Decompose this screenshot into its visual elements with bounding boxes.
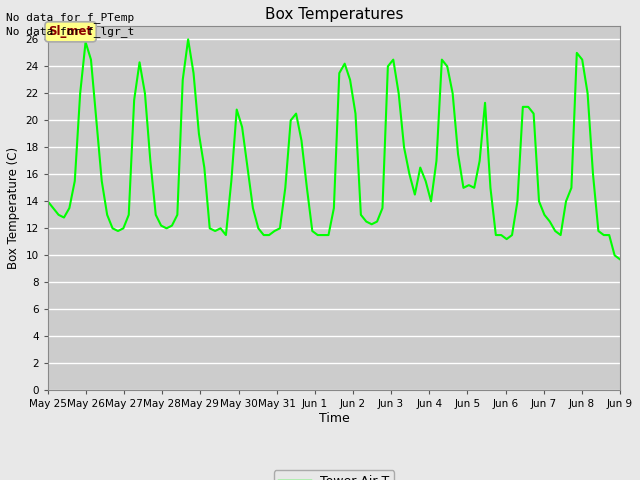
Title: Box Temperatures: Box Temperatures (264, 7, 403, 22)
Text: No data for f_lgr_t: No data for f_lgr_t (6, 26, 134, 37)
X-axis label: Time: Time (319, 412, 349, 425)
Y-axis label: Box Temperature (C): Box Temperature (C) (7, 147, 20, 269)
Text: No data for f_PTemp: No data for f_PTemp (6, 12, 134, 23)
Text: Sl_met: Sl_met (49, 25, 93, 38)
Legend: Tower Air T: Tower Air T (274, 470, 394, 480)
